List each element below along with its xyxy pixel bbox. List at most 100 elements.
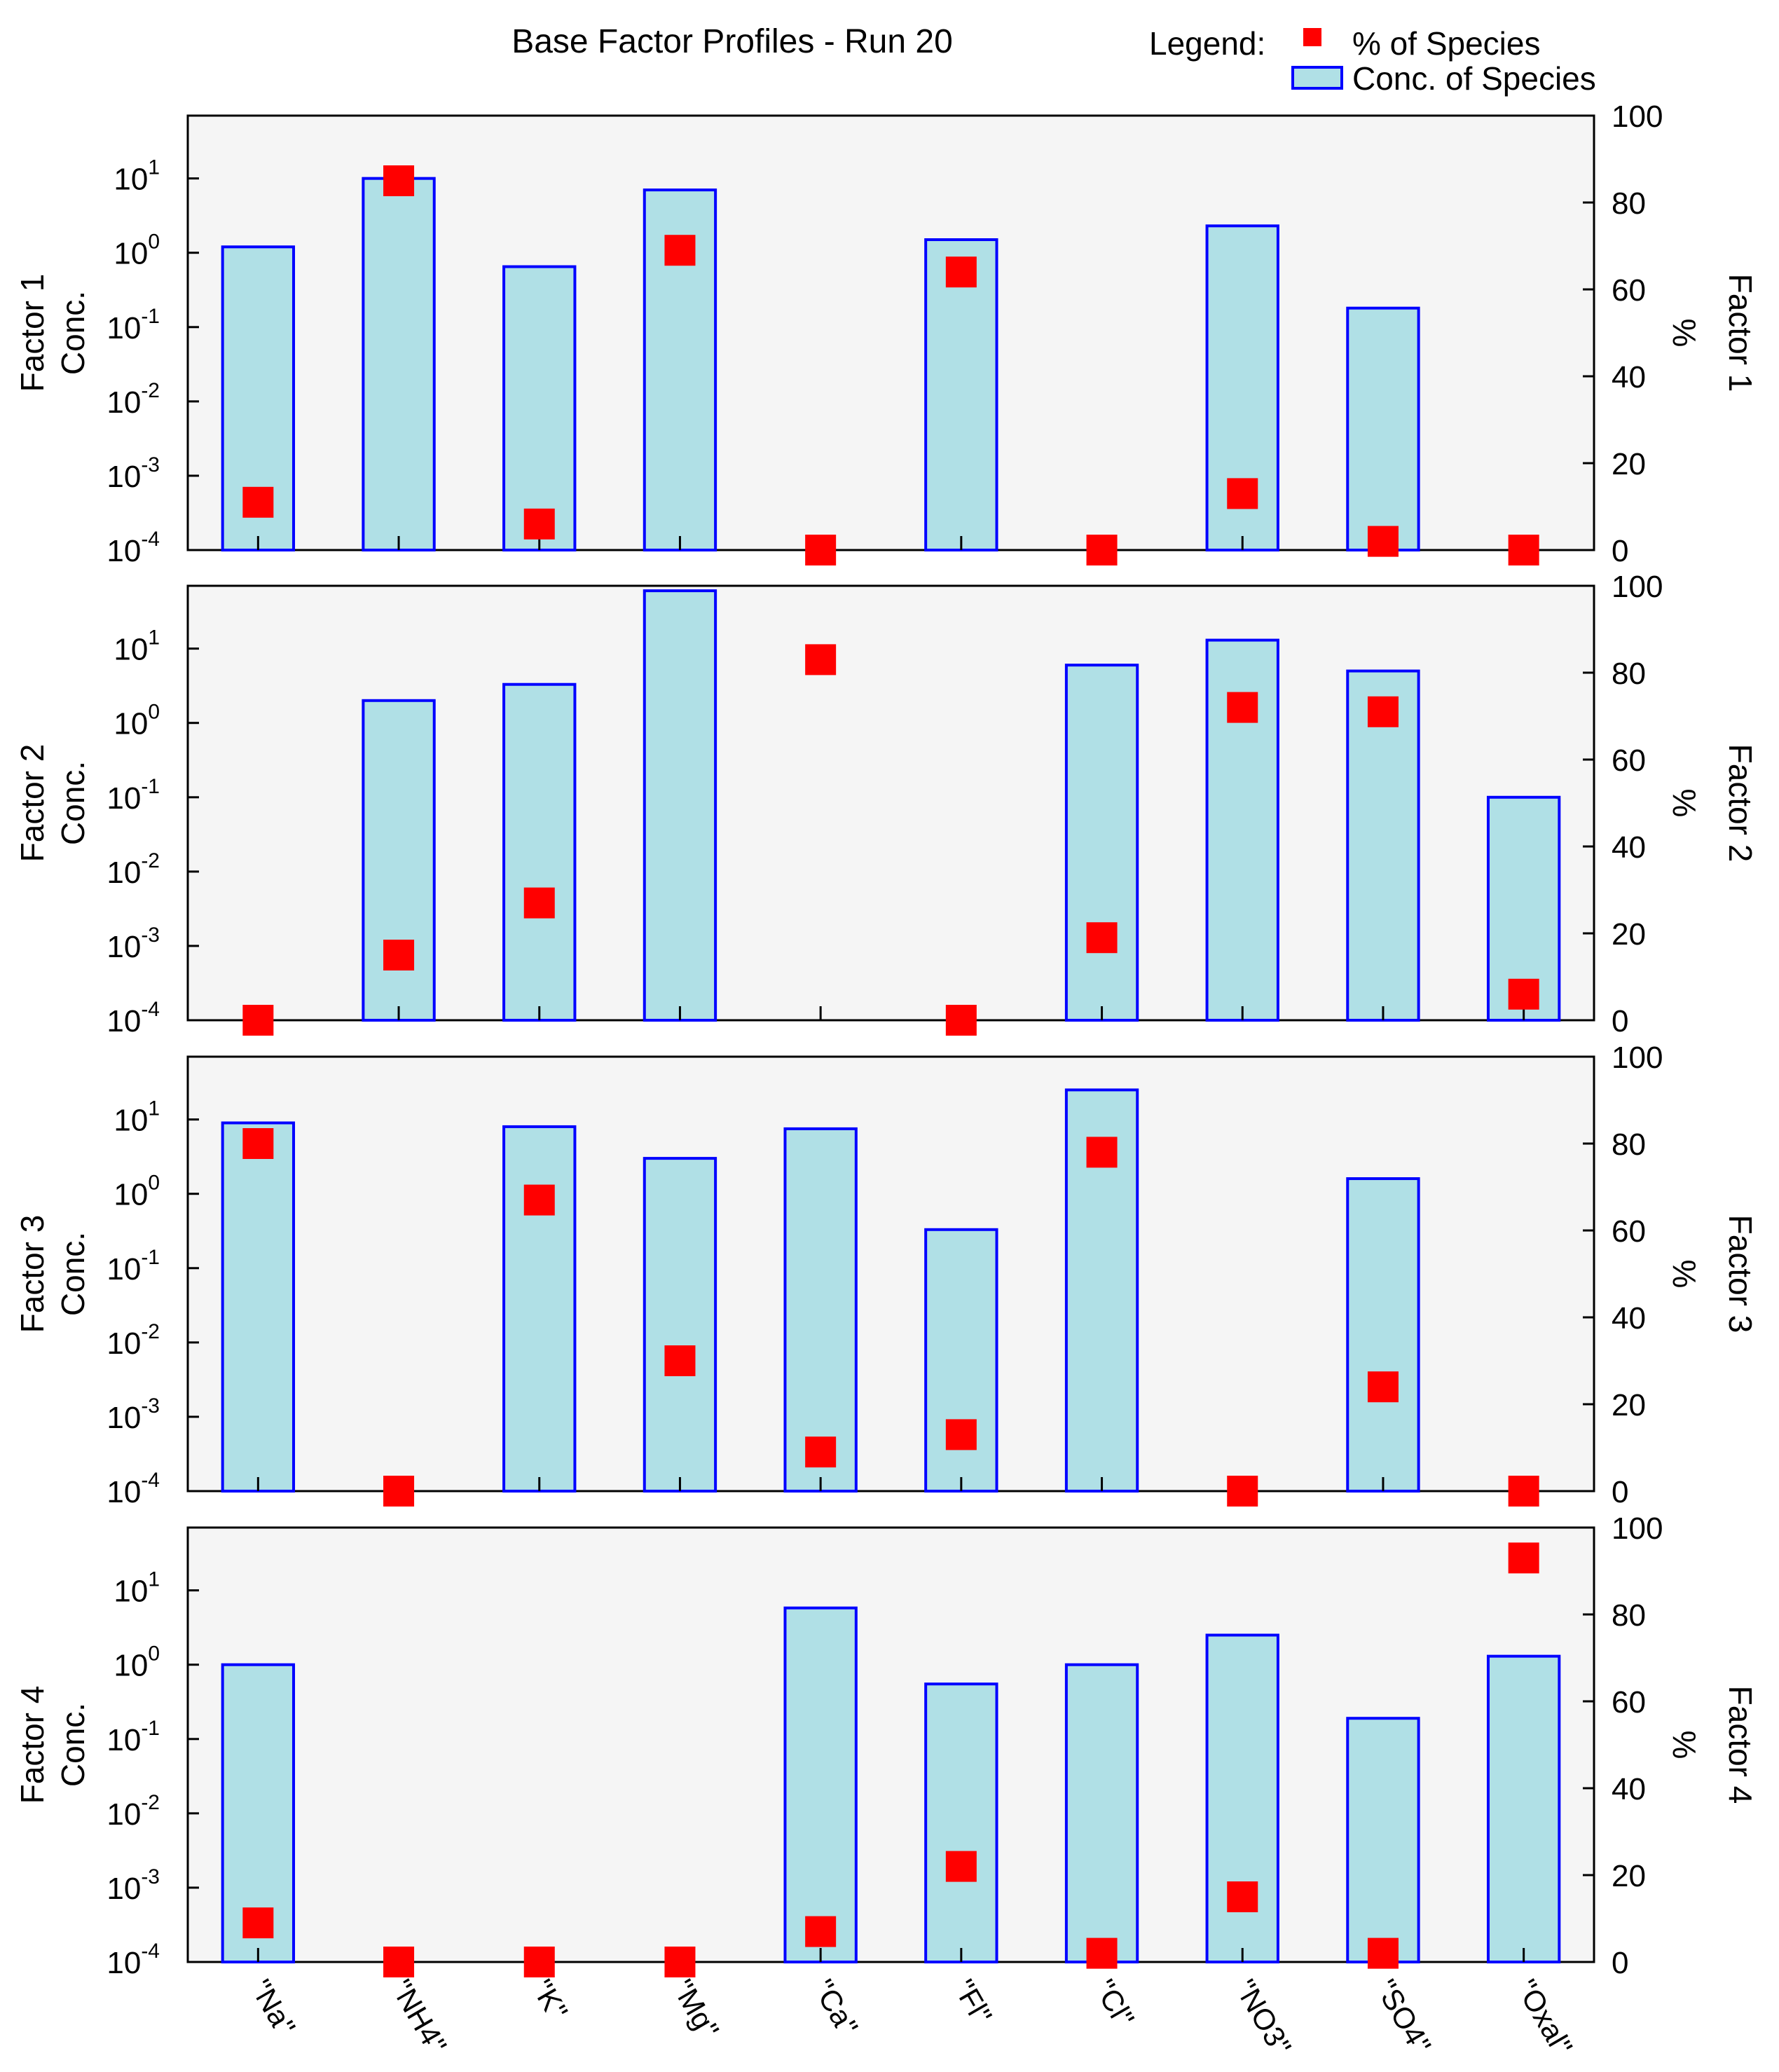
percent-marker — [1086, 535, 1118, 565]
percent-marker — [664, 235, 696, 266]
left-axis-unit-label: Conc. — [55, 1232, 91, 1316]
conc-bar — [1064, 1663, 1139, 1964]
left-tick-label: 10-3 — [107, 1865, 160, 1906]
percent-marker — [383, 1947, 415, 1977]
conc-bar — [1205, 1633, 1279, 1964]
left-tick-label: 10-1 — [107, 775, 160, 816]
legend-marker-percent — [1303, 28, 1321, 46]
category-label: "Fl" — [947, 1974, 998, 2030]
left-tick-label: 10-2 — [107, 379, 160, 420]
right-tick-label: 20 — [1612, 1388, 1646, 1422]
right-tick-label: 40 — [1612, 1772, 1646, 1806]
left-tick-label: 10-1 — [107, 1246, 160, 1287]
right-tick-label: 80 — [1612, 1598, 1646, 1633]
percent-marker — [1086, 922, 1118, 954]
left-tick-label: 10-3 — [107, 453, 160, 494]
left-tick-label: 100 — [114, 701, 160, 741]
left-tick-label: 10-4 — [107, 998, 160, 1038]
percent-marker — [242, 1005, 274, 1036]
left-axis-unit-label: Conc. — [55, 761, 91, 845]
right-tick-label: 0 — [1612, 1475, 1628, 1509]
percent-marker — [1227, 478, 1258, 509]
conc-bar — [783, 1127, 858, 1493]
percent-marker — [523, 1184, 555, 1216]
percent-marker — [1086, 1137, 1118, 1168]
right-tick-label: 100 — [1612, 1041, 1663, 1075]
percent-marker — [1227, 692, 1258, 723]
percent-marker — [242, 1907, 274, 1939]
conc-bar — [783, 1606, 858, 1963]
left-axis-unit-label: Conc. — [55, 291, 91, 375]
percent-marker — [805, 1436, 837, 1468]
conc-bar — [1064, 664, 1139, 1022]
right-tick-label: 60 — [1612, 743, 1646, 778]
percent-marker — [805, 1916, 837, 1947]
percent-marker — [383, 1476, 415, 1507]
category-label: "Cl" — [1088, 1974, 1141, 2033]
percent-marker — [1227, 1476, 1258, 1507]
percent-marker — [1227, 1881, 1258, 1912]
conc-bar — [362, 699, 436, 1022]
right-tick-label: 100 — [1612, 570, 1663, 604]
left-tick-label: 10-4 — [107, 1469, 160, 1509]
panel-factor-3: 10-4 10-3 10-2 10-1 100 101 0 20 40 60 80 100 Factor… — [14, 1041, 1759, 1509]
right-tick-label: 20 — [1612, 1859, 1646, 1893]
right-tick-label: 80 — [1612, 1127, 1646, 1162]
left-axis-label: Factor 3 — [14, 1215, 50, 1333]
legend: Legend: % of Species Conc. of Species — [1149, 25, 1596, 97]
conc-bar — [502, 1125, 577, 1493]
left-tick-label: 10-2 — [107, 1320, 160, 1361]
left-tick-label: 101 — [114, 626, 160, 667]
left-tick-label: 10-2 — [107, 1791, 160, 1832]
percent-marker — [805, 535, 837, 565]
right-tick-label: 100 — [1612, 100, 1663, 134]
right-tick-label: 100 — [1612, 1511, 1663, 1546]
left-tick-label: 100 — [114, 1642, 160, 1683]
category-label: "NO3" — [1228, 1974, 1298, 2061]
conc-bar — [362, 177, 436, 552]
left-tick-label: 10-4 — [107, 528, 160, 568]
left-axis-label: Factor 2 — [14, 744, 50, 863]
right-axis-unit-label: % — [1666, 1731, 1703, 1759]
right-axis-unit-label: % — [1666, 1260, 1703, 1289]
legend-swatch-conc — [1291, 66, 1343, 90]
percent-marker — [1508, 535, 1539, 565]
percent-marker — [383, 165, 415, 196]
conc-bar — [1346, 306, 1420, 551]
right-axis-unit-label: % — [1666, 319, 1703, 348]
percent-marker — [664, 1947, 696, 1977]
right-tick-label: 40 — [1612, 1301, 1646, 1336]
right-axis-label: Factor 4 — [1722, 1686, 1759, 1804]
conc-bar — [502, 682, 577, 1022]
right-tick-label: 60 — [1612, 273, 1646, 308]
right-tick-label: 40 — [1612, 830, 1646, 865]
percent-marker — [1508, 1476, 1539, 1507]
conc-bar — [502, 265, 577, 551]
left-tick-label: 10-1 — [107, 305, 160, 345]
conc-bar — [643, 589, 717, 1022]
conc-bar — [1346, 1717, 1420, 1964]
percent-marker — [242, 1128, 274, 1159]
right-tick-label: 20 — [1612, 917, 1646, 952]
right-axis-label: Factor 3 — [1722, 1215, 1759, 1333]
conc-bar — [924, 1682, 998, 1963]
percent-marker — [1086, 1937, 1118, 1969]
left-tick-label: 100 — [114, 231, 160, 271]
right-tick-label: 0 — [1612, 534, 1628, 568]
legend-entry-percent: % of Species — [1352, 25, 1540, 62]
percent-marker — [1367, 1937, 1399, 1969]
percent-marker — [1367, 696, 1399, 727]
panel-factor-1: 10-4 10-3 10-2 10-1 100 101 0 20 40 60 80 100 Factor… — [14, 100, 1759, 568]
category-label: "NH4" — [385, 1974, 453, 2059]
percent-marker — [1508, 978, 1539, 1010]
right-tick-label: 40 — [1612, 360, 1646, 394]
percent-marker — [523, 508, 555, 540]
category-label: "Ca" — [806, 1974, 864, 2041]
left-axis-unit-label: Conc. — [55, 1703, 91, 1787]
left-tick-label: 10-3 — [107, 924, 160, 964]
percent-marker — [945, 1005, 977, 1036]
left-tick-label: 10-4 — [107, 1940, 160, 1980]
percent-marker — [945, 256, 977, 288]
percent-marker — [383, 940, 415, 970]
